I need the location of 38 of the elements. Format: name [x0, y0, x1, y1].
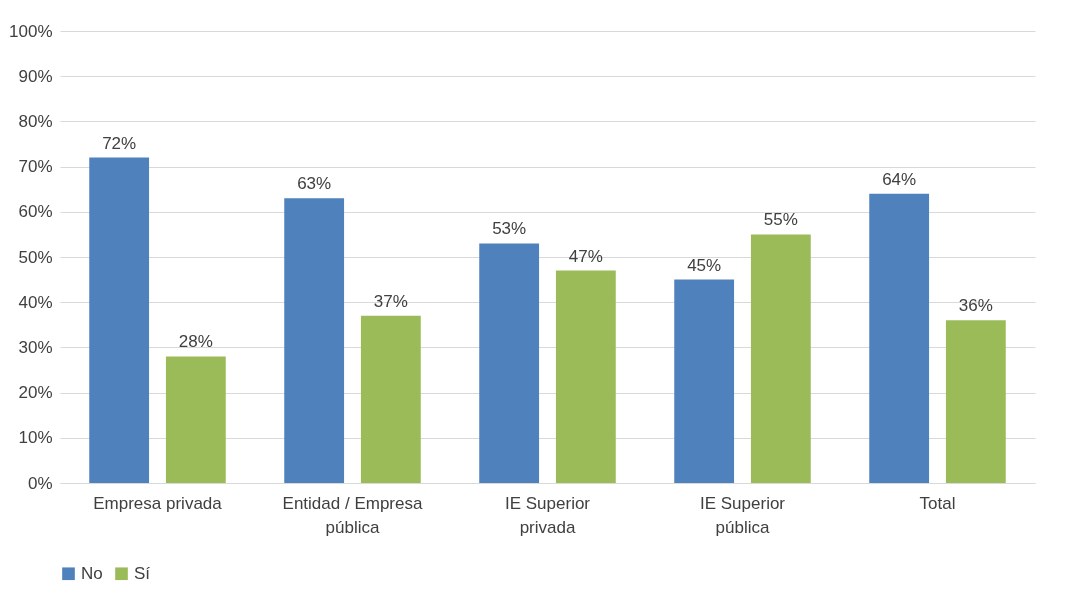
data-label: 47%: [568, 246, 603, 266]
y-tick-label: 90%: [18, 66, 53, 86]
y-tick-label: 20%: [18, 383, 53, 403]
x-tick-label: IE Superior privada: [504, 493, 591, 537]
bar: [360, 315, 421, 483]
y-tick-label: 80%: [18, 111, 53, 131]
data-label: 45%: [687, 255, 722, 275]
bar: [165, 356, 226, 483]
y-tick-label: 60%: [18, 202, 53, 222]
bar: [750, 234, 811, 483]
bar: [284, 198, 345, 483]
y-tick-label: 70%: [18, 157, 53, 177]
legend-label: No: [81, 563, 103, 583]
bar: [555, 270, 616, 483]
x-tick-label: Empresa privada: [93, 493, 223, 513]
bar: [479, 243, 540, 483]
bar: [945, 320, 1006, 483]
y-tick-label: 50%: [18, 247, 53, 267]
data-label: 55%: [763, 210, 798, 230]
y-tick-label: 0%: [27, 473, 53, 493]
data-label: 63%: [297, 174, 332, 194]
bar: [89, 157, 150, 483]
data-label: 64%: [882, 169, 917, 189]
data-label: 28%: [178, 332, 213, 352]
data-label: 72%: [102, 133, 137, 153]
y-tick-label: 10%: [18, 428, 53, 448]
bar: [674, 279, 735, 483]
data-label: 36%: [958, 296, 993, 316]
legend-label: Sí: [134, 563, 151, 583]
y-tick-label: 40%: [18, 292, 53, 312]
x-tick-label: Total: [919, 493, 956, 513]
x-tick-label: IE Superior pública: [699, 493, 786, 537]
y-tick-label: 30%: [18, 337, 53, 357]
bar: [869, 193, 930, 483]
data-label: 53%: [492, 219, 527, 239]
data-label: 37%: [373, 291, 408, 311]
y-tick-label: 100%: [9, 21, 53, 41]
x-tick-label: Entidad / Empresa pública: [282, 493, 423, 537]
